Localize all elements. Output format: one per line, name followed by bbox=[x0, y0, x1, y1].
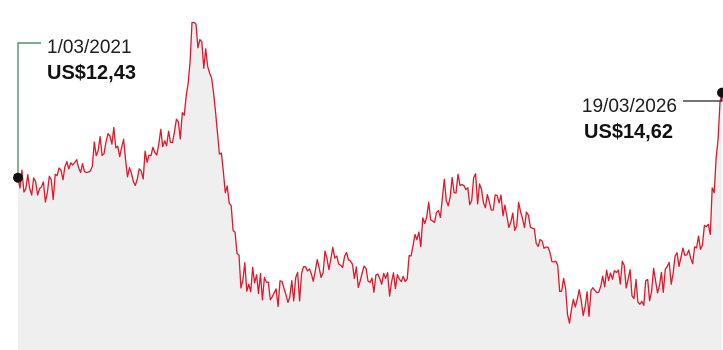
start-price-label: US$12,43 bbox=[47, 62, 136, 84]
end-price-label: US$14,62 bbox=[584, 121, 673, 143]
end-leader-line bbox=[683, 88, 723, 102]
area-fill bbox=[18, 22, 722, 350]
start-date-label: 1/03/2021 bbox=[47, 37, 132, 58]
end-date-label: 19/03/2026 bbox=[582, 96, 677, 117]
start-leader-line bbox=[17, 42, 41, 174]
start-marker bbox=[13, 172, 23, 183]
series-line bbox=[17, 21, 723, 324]
end-marker bbox=[717, 87, 723, 98]
